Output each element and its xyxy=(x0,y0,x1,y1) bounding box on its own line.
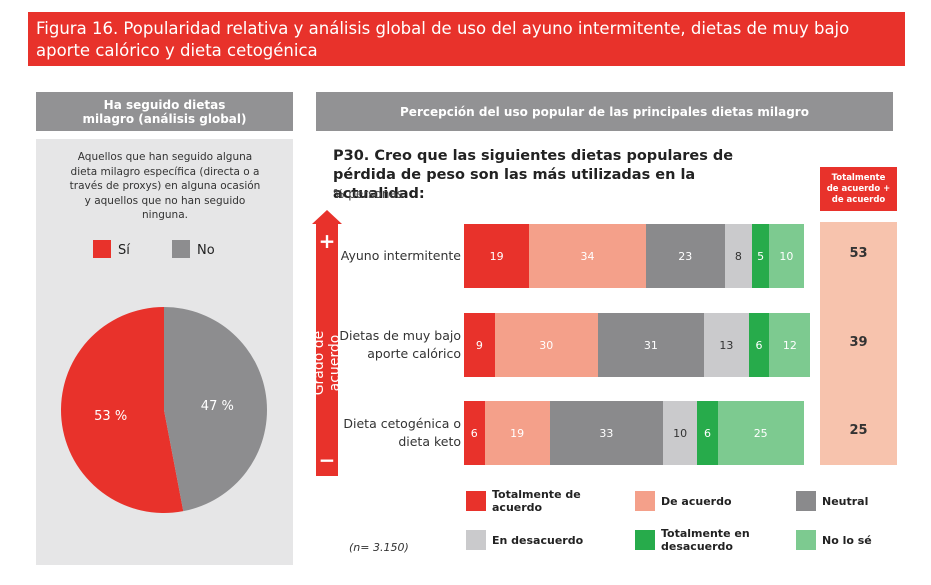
bar-segment: 6 xyxy=(464,401,485,465)
question: P30. Creo que las siguientes dietas popu… xyxy=(333,148,734,202)
bar-segment: 8 xyxy=(724,224,753,288)
totals-title: Totalmente de acuerdo + de acuerdo xyxy=(820,167,897,211)
legend-label: No xyxy=(197,243,215,258)
legend-label: De acuerdo xyxy=(661,494,732,508)
agreement-arrow xyxy=(312,210,342,476)
category-label: Ayuno intermitente xyxy=(340,248,461,263)
category-label: Dietas de muy bajo aporte calórico xyxy=(339,328,461,361)
pie-label: 53 % xyxy=(94,409,127,424)
pie-slice xyxy=(164,307,268,512)
bar-segment: 31 xyxy=(597,313,705,377)
bar-segment: 9 xyxy=(464,313,495,377)
total-value: 25 xyxy=(849,423,868,438)
legend-label: Totalmente en desacuerdo xyxy=(661,527,750,553)
legend-swatch xyxy=(93,240,111,258)
total-value: 39 xyxy=(849,335,868,350)
unit-label: % personas xyxy=(333,187,403,201)
bar-segment: 5 xyxy=(752,224,770,288)
totals-column xyxy=(820,222,897,465)
pie-title: Ha seguido dietas milagro (análisis glob… xyxy=(36,92,293,131)
axis-end-plus: + xyxy=(318,229,336,253)
arrow-shape xyxy=(312,210,342,476)
legend-label: En desacuerdo xyxy=(492,533,584,547)
bar-segment: 19 xyxy=(484,401,550,465)
bar-segment: 6 xyxy=(697,401,718,465)
figure-title: Figura 16. Popularidad relativa y anális… xyxy=(28,12,905,66)
legend-swatch xyxy=(635,530,655,550)
pie-chart: Sí No 53 % 47 % xyxy=(61,240,268,513)
legend-swatch xyxy=(796,530,816,550)
pie-description: Aquellos que han seguido alguna dieta mi… xyxy=(69,151,261,221)
bar-title: Percepción del uso popular de las princi… xyxy=(316,92,893,131)
category-label: Dieta cetogénica o dieta keto xyxy=(343,416,461,449)
legend-label: No lo sé xyxy=(822,533,872,547)
bar-segment: 12 xyxy=(769,313,811,377)
bar-segment: 34 xyxy=(529,224,646,288)
legend-swatch xyxy=(796,491,816,511)
pie-label: 47 % xyxy=(201,399,234,414)
legend-label: Neutral xyxy=(822,494,869,508)
legend-swatch xyxy=(635,491,655,511)
bar-segment: 6 xyxy=(748,313,770,377)
bar-segment: 23 xyxy=(645,224,725,288)
bar-segment: 30 xyxy=(494,313,598,377)
bar-segment: 13 xyxy=(704,313,749,377)
bar-segment: 33 xyxy=(549,401,663,465)
footnote: (n= 3.150) xyxy=(349,541,409,554)
legend-label: Sí xyxy=(118,243,130,258)
bar-segment: 25 xyxy=(717,401,804,465)
legend-swatch xyxy=(466,530,486,550)
legend-label: Totalmente de acuerdo xyxy=(492,488,581,514)
bar-segment: 19 xyxy=(464,224,530,288)
bar-segment: 10 xyxy=(662,401,698,465)
bar-segment: 10 xyxy=(769,224,804,288)
legend-swatch xyxy=(172,240,190,258)
legend-swatch xyxy=(466,491,486,511)
pie-slice xyxy=(61,307,184,513)
axis-end-minus: − xyxy=(318,448,336,472)
total-value: 53 xyxy=(849,246,868,261)
